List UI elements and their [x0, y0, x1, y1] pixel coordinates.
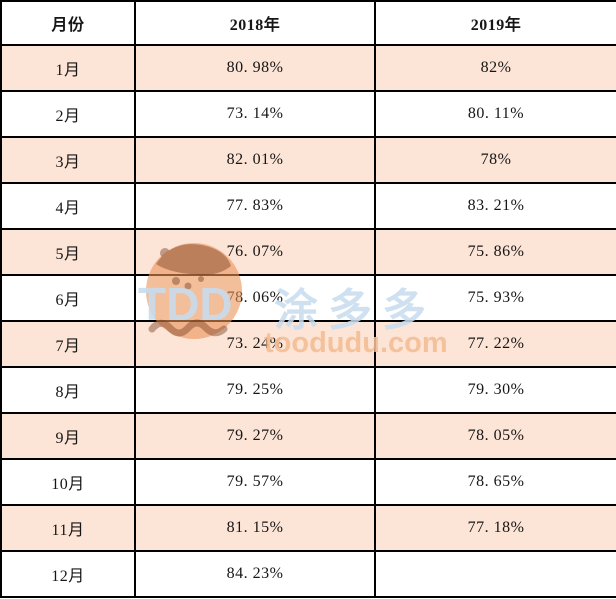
table-row: 11月 81. 15% 77. 18% [0, 504, 616, 552]
table-row: 8月 79. 25% 79. 30% [0, 366, 616, 414]
month-cell: 12月 [0, 550, 136, 598]
table-row: 10月 79. 57% 78. 65% [0, 458, 616, 506]
table-row: 5月 76. 07% 75. 86% [0, 228, 616, 276]
month-cell: 2月 [0, 90, 136, 138]
value-2018-cell: 84. 23% [134, 550, 376, 598]
value-2019-cell: 83. 21% [374, 182, 616, 230]
value-2019-cell [374, 550, 616, 598]
table-row: 1月 80. 98% 82% [0, 44, 616, 92]
value-2019-cell: 77. 18% [374, 504, 616, 552]
month-cell: 1月 [0, 44, 136, 92]
table-row: 2月 73. 14% 80. 11% [0, 90, 616, 138]
value-2019-cell: 82% [374, 44, 616, 92]
value-2019-cell: 79. 30% [374, 366, 616, 414]
value-2018-cell: 79. 25% [134, 366, 376, 414]
value-2018-cell: 80. 98% [134, 44, 376, 92]
col-header-month: 月份 [0, 0, 136, 46]
value-2018-cell: 73. 24% [134, 320, 376, 368]
month-cell: 3月 [0, 136, 136, 184]
value-2018-cell: 78. 06% [134, 274, 376, 322]
value-2018-cell: 76. 07% [134, 228, 376, 276]
value-2019-cell: 78. 65% [374, 458, 616, 506]
value-2019-cell: 78% [374, 136, 616, 184]
table-row: 9月 79. 27% 78. 05% [0, 412, 616, 460]
month-cell: 9月 [0, 412, 136, 460]
col-header-2019: 2019年 [374, 0, 616, 46]
header-row: 月份 2018年 2019年 [0, 0, 616, 46]
month-cell: 10月 [0, 458, 136, 506]
month-cell: 11月 [0, 504, 136, 552]
table-row: 7月 73. 24% 77. 22% [0, 320, 616, 368]
table-row: 3月 82. 01% 78% [0, 136, 616, 184]
month-cell: 8月 [0, 366, 136, 414]
value-2018-cell: 79. 27% [134, 412, 376, 460]
value-2019-cell: 75. 93% [374, 274, 616, 322]
value-2018-cell: 73. 14% [134, 90, 376, 138]
table-row: 4月 77. 83% 83. 21% [0, 182, 616, 230]
value-2019-cell: 75. 86% [374, 228, 616, 276]
month-cell: 4月 [0, 182, 136, 230]
value-2018-cell: 77. 83% [134, 182, 376, 230]
value-2018-cell: 82. 01% [134, 136, 376, 184]
month-cell: 5月 [0, 228, 136, 276]
month-cell: 6月 [0, 274, 136, 322]
table-row: 6月 78. 06% 75. 93% [0, 274, 616, 322]
value-2019-cell: 77. 22% [374, 320, 616, 368]
value-2018-cell: 79. 57% [134, 458, 376, 506]
value-2019-cell: 80. 11% [374, 90, 616, 138]
table-row: 12月 84. 23% [0, 550, 616, 598]
col-header-2018: 2018年 [134, 0, 376, 46]
value-2019-cell: 78. 05% [374, 412, 616, 460]
value-2018-cell: 81. 15% [134, 504, 376, 552]
month-cell: 7月 [0, 320, 136, 368]
